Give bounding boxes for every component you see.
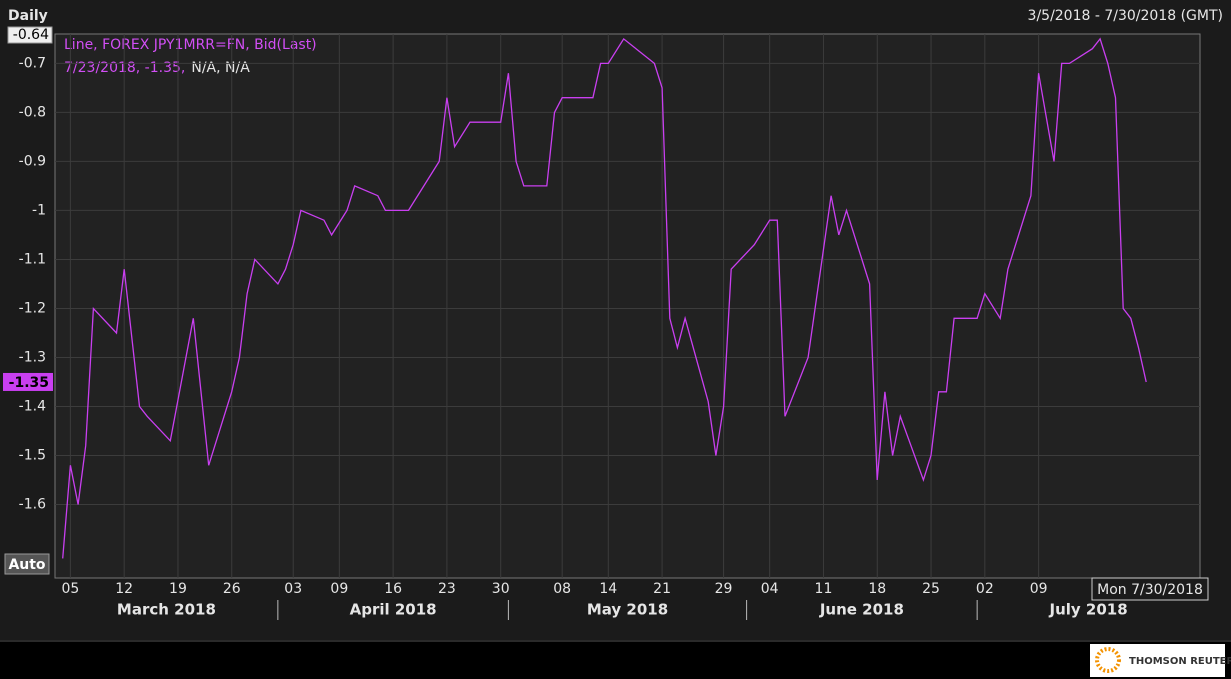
x-tick-label: 05 [61, 581, 79, 597]
cursor-date: Mon 7/30/2018 [1097, 582, 1203, 598]
x-tick-label: 16 [384, 581, 402, 597]
x-tick-label: 26 [223, 581, 241, 597]
cursor-date-box [1091, 577, 1209, 601]
date-range: 3/5/2018 - 7/30/2018 (GMT) [1028, 8, 1223, 24]
month-label: April 2018 [350, 601, 437, 619]
y-max-box [7, 26, 53, 44]
brand-name: THOMSON REUTERS [1129, 656, 1231, 667]
x-tick-label: 02 [976, 581, 994, 597]
brand-logo [1095, 647, 1121, 673]
month-label: June 2018 [819, 601, 904, 619]
x-tick-label: 18 [868, 581, 886, 597]
y-tick-label: -1.5 [19, 447, 46, 463]
scale-button[interactable] [4, 553, 50, 575]
last-value-marker [3, 372, 53, 391]
x-tick-label: 29 [715, 581, 733, 597]
x-tick-label: 11 [815, 581, 833, 597]
legend-title: Line, FOREX JPY1MRR=FN, Bid(Last) [64, 37, 317, 53]
x-tick-label: 21 [653, 581, 671, 597]
cursor-text: N/A, N/A [191, 60, 250, 76]
line-series [62, 37, 1147, 559]
y-tick-label: -0.8 [19, 104, 46, 120]
x-tick-label: 12 [115, 581, 133, 597]
y-tick-label: -1.3 [19, 349, 46, 365]
x-tick-label: 08 [553, 581, 571, 597]
x-tick-label: 19 [169, 581, 187, 597]
y-tick-label: -1 [32, 202, 46, 218]
scale-button-label[interactable]: Auto [8, 557, 45, 573]
month-label: July 2018 [1048, 601, 1127, 619]
x-tick-label: 23 [438, 581, 456, 597]
x-tick-label: 03 [284, 581, 302, 597]
y-tick-label: -0.64 [13, 27, 49, 43]
y-tick-label: -0.9 [19, 153, 46, 169]
chart-title: Daily [8, 8, 48, 24]
x-tick-label: 04 [761, 581, 779, 597]
y-tick-label: -1.4 [19, 398, 46, 414]
x-tick-label: 30 [492, 581, 510, 597]
x-tick-label: 09 [1030, 581, 1048, 597]
y-tick-label: -1.6 [19, 496, 46, 512]
month-label: March 2018 [117, 601, 216, 619]
plot-area [54, 33, 1201, 579]
x-tick-label: 25 [922, 581, 940, 597]
month-label: May 2018 [587, 601, 668, 619]
cursor-text: 7/23/2018, -1.35, [64, 60, 185, 76]
x-tick-label: 09 [330, 581, 348, 597]
y-tick-label: -1.1 [19, 251, 46, 267]
x-tick-label: 14 [599, 581, 617, 597]
y-tick-label: -0.7 [19, 55, 46, 71]
y-tick-label: -1.2 [19, 300, 46, 316]
last-value-label: -1.35 [9, 375, 49, 391]
